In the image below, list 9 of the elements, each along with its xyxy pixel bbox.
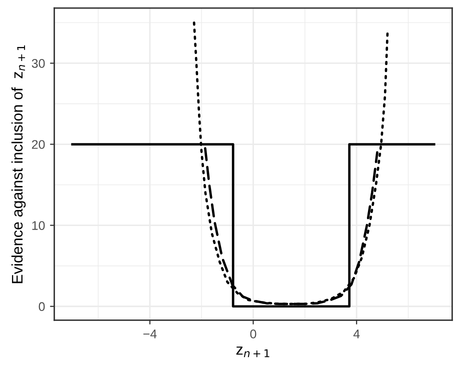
y-tick-label: 20 xyxy=(32,140,45,149)
x-tick-label: −4 xyxy=(143,330,157,338)
y-axis-title: Evidence against inclusion of z$_{n+1}$ xyxy=(11,45,26,284)
y-tick-label: 10 xyxy=(32,221,45,230)
y-tick-label: 30 xyxy=(32,59,45,68)
x-tick-label: 0 xyxy=(250,330,256,338)
y-tick-label: 0 xyxy=(38,302,45,312)
x-tick-label: 4 xyxy=(353,330,360,338)
x-axis-title: z$_{n+1}$ xyxy=(236,346,270,358)
